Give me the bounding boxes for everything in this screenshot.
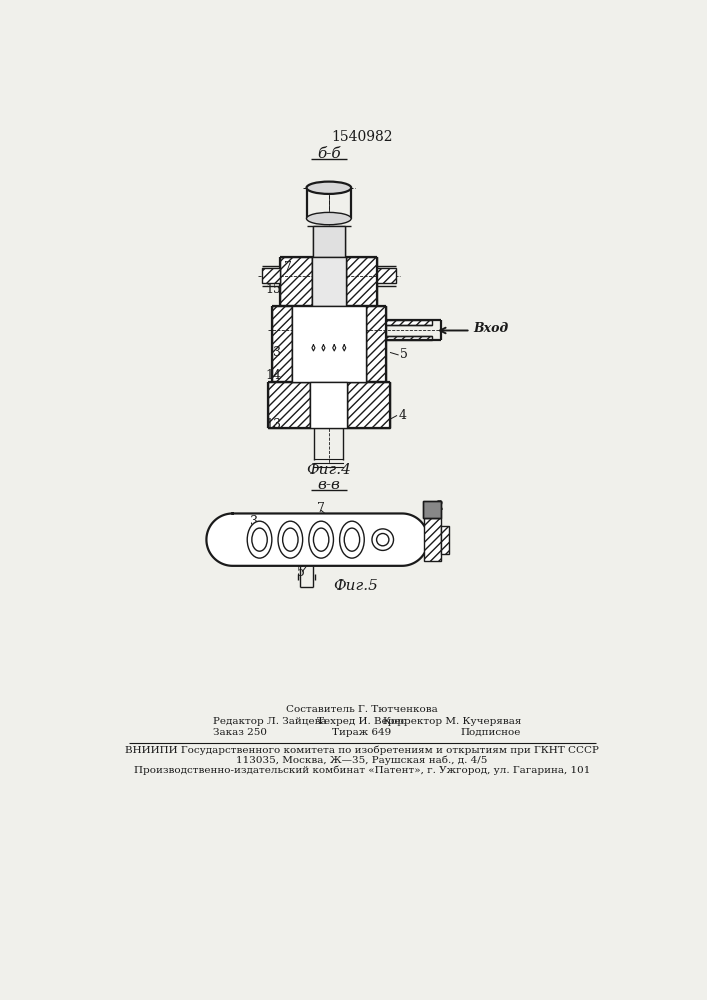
Text: 113035, Москва, Ж—35, Раушская наб., д. 4/5: 113035, Москва, Ж—35, Раушская наб., д. … xyxy=(236,756,488,765)
Ellipse shape xyxy=(307,182,351,194)
Text: 4: 4 xyxy=(398,409,406,422)
Text: Фиг.4: Фиг.4 xyxy=(306,463,351,477)
Text: в-в: в-в xyxy=(317,478,340,492)
Text: Вход: Вход xyxy=(474,322,509,335)
Bar xyxy=(312,226,345,257)
Text: б-б: б-б xyxy=(317,147,341,161)
Bar xyxy=(262,268,281,283)
Text: 5: 5 xyxy=(297,566,305,579)
Text: 3: 3 xyxy=(273,346,281,359)
Ellipse shape xyxy=(278,521,303,558)
Ellipse shape xyxy=(372,529,394,550)
Text: Техред И. Верес: Техред И. Верес xyxy=(317,717,407,726)
Bar xyxy=(424,518,441,561)
Text: 13: 13 xyxy=(265,418,281,431)
Bar xyxy=(268,382,310,428)
Bar xyxy=(346,257,378,306)
Text: Редактор Л. Зайцева: Редактор Л. Зайцева xyxy=(214,717,327,726)
Text: 7: 7 xyxy=(284,261,292,274)
Text: Подписное: Подписное xyxy=(461,728,521,737)
Bar xyxy=(292,306,366,382)
Polygon shape xyxy=(206,513,428,566)
Bar xyxy=(310,382,347,428)
Text: 15: 15 xyxy=(265,283,281,296)
Bar xyxy=(423,501,441,518)
Bar xyxy=(272,306,292,382)
Text: 1540982: 1540982 xyxy=(331,130,392,144)
Bar xyxy=(347,382,390,428)
Text: Тираж 649: Тираж 649 xyxy=(332,728,392,737)
Ellipse shape xyxy=(307,212,351,225)
Text: Фиг.5: Фиг.5 xyxy=(334,579,378,593)
Bar xyxy=(441,526,449,554)
Bar xyxy=(312,257,346,306)
Ellipse shape xyxy=(344,528,360,551)
Bar xyxy=(423,501,441,518)
Bar xyxy=(281,257,312,306)
Text: Заказ 250: Заказ 250 xyxy=(214,728,267,737)
Ellipse shape xyxy=(377,533,389,546)
Text: 7: 7 xyxy=(317,502,325,515)
Bar xyxy=(386,320,432,325)
Bar xyxy=(378,268,396,283)
Text: ВНИИПИ Государственного комитета по изобретениям и открытиям при ГКНТ СССР: ВНИИПИ Государственного комитета по изоб… xyxy=(125,746,599,755)
Text: 2: 2 xyxy=(435,500,443,513)
Ellipse shape xyxy=(313,528,329,551)
Text: 14: 14 xyxy=(265,369,281,382)
Text: Составитель Г. Тютченкова: Составитель Г. Тютченкова xyxy=(286,705,438,714)
Ellipse shape xyxy=(339,521,364,558)
Bar xyxy=(386,336,432,340)
Ellipse shape xyxy=(283,528,298,551)
Text: 5: 5 xyxy=(399,348,407,361)
Ellipse shape xyxy=(309,521,334,558)
Text: Корректор М. Кучерявая: Корректор М. Кучерявая xyxy=(383,717,521,726)
Text: 3: 3 xyxy=(250,515,258,528)
Ellipse shape xyxy=(252,528,267,551)
Bar xyxy=(366,306,386,382)
Text: Производственно-издательский комбинат «Патент», г. Ужгород, ул. Гагарина, 101: Производственно-издательский комбинат «П… xyxy=(134,766,590,775)
Ellipse shape xyxy=(247,521,272,558)
